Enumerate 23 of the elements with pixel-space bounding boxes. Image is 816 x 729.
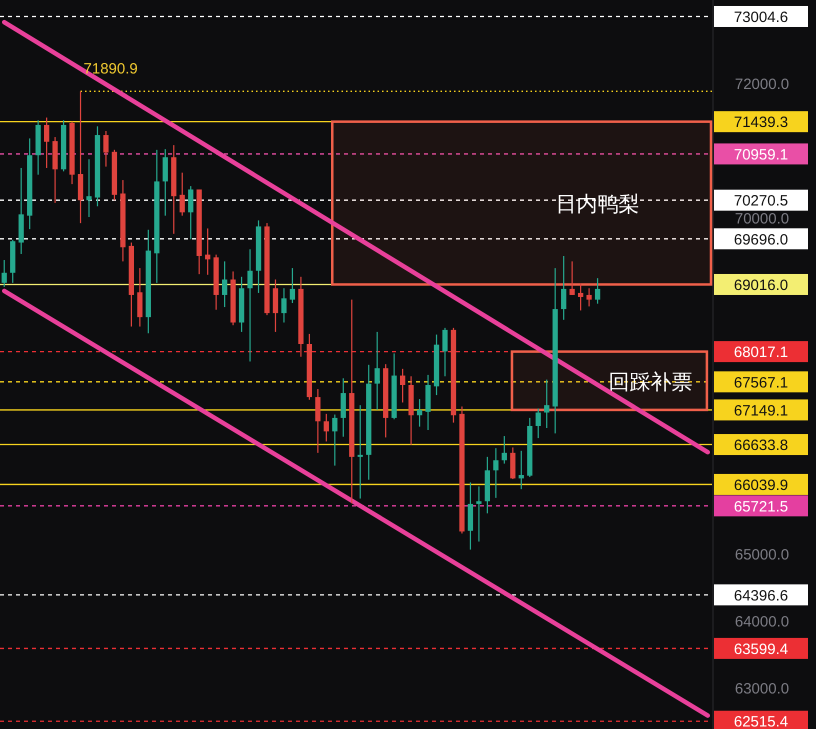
ref-line-label: 71439.3 <box>734 114 788 132</box>
ref-line-label: 70270.5 <box>734 192 788 210</box>
ref-line-label: 70959.1 <box>734 146 788 164</box>
ref-line-label: 71890.9 <box>84 60 138 78</box>
band-label: 日内鸭梨 <box>555 193 640 216</box>
ref-line-label: 63599.4 <box>734 640 788 658</box>
y-tick-label: 70000.0 <box>734 210 790 228</box>
ref-line-label: 62515.4 <box>734 714 788 729</box>
ref-line-label: 69696.0 <box>734 231 788 248</box>
ref-line-label: 64396.6 <box>734 587 788 604</box>
y-tick-label: 72000.0 <box>734 76 790 93</box>
ref-line-label: 66633.8 <box>734 437 788 454</box>
ref-line-label: 68017.1 <box>734 344 788 362</box>
y-tick-label: 64000.0 <box>734 614 790 630</box>
ref-line-label: 67149.1 <box>734 402 788 420</box>
ref-line-label: 73004.6 <box>734 8 788 26</box>
ref-line-label: 66039.9 <box>734 476 788 494</box>
ref-line-label: 69016.0 <box>734 276 788 294</box>
y-tick-label: 63000.0 <box>734 680 790 698</box>
ref-line-label: 65721.5 <box>734 498 788 516</box>
band-label: 回踩补票 <box>608 370 692 394</box>
y-tick-label: 65000.0 <box>734 546 790 564</box>
ref-line-label: 67567.1 <box>734 374 788 392</box>
